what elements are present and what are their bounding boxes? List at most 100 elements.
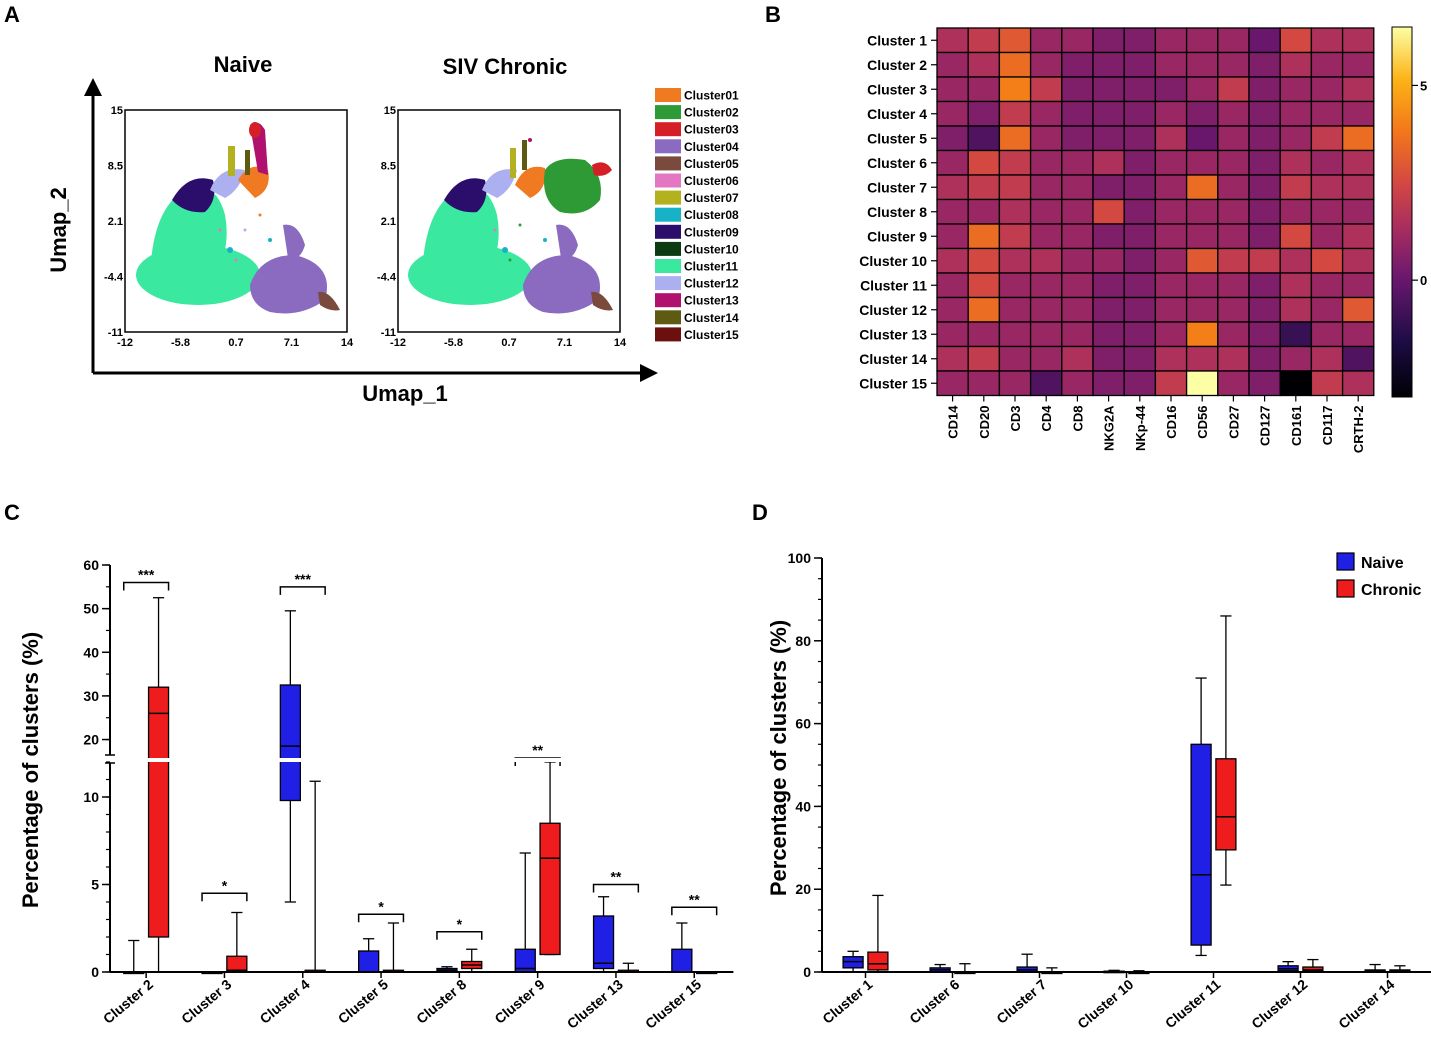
heatmap-cell <box>1154 51 1188 78</box>
significance-bracket <box>201 892 248 902</box>
umap-xtick-label: 14 <box>614 337 627 349</box>
naive-box <box>671 948 693 973</box>
legend-label-cluster03: Cluster03 <box>684 123 739 137</box>
legend-label-cluster10: Cluster10 <box>684 242 739 256</box>
heatmap-cell <box>1061 174 1094 201</box>
heatmap-cell <box>1029 272 1063 299</box>
legend-label-cluster07: Cluster07 <box>684 191 739 205</box>
umap-ytick-label: 8.5 <box>381 161 396 173</box>
panel-a-umap: Umap_1 Umap_2 Naive SIV Chronic <box>46 52 739 406</box>
umap-xtick-label: -12 <box>117 337 133 349</box>
umap-naive-plot <box>124 109 348 333</box>
heatmap-cell <box>1185 345 1219 372</box>
panel-letter-d: D <box>752 500 768 525</box>
heatmap-cell <box>1185 296 1219 323</box>
y-tick-label: 60 <box>795 716 811 732</box>
umap-legend: Cluster01 Cluster02 Cluster03 Cluster04 Clus… <box>655 88 739 342</box>
heatmap-cell <box>1217 272 1250 299</box>
heatmap-cell <box>1310 51 1344 78</box>
category-label: Cluster 10 <box>1074 976 1136 1032</box>
heatmap-cell <box>1279 296 1313 323</box>
heatmap-cell <box>1279 345 1313 372</box>
heatmap-row-label: Cluster 5 <box>867 130 927 146</box>
y-tick-label: 80 <box>795 633 811 649</box>
heatmap-cell <box>1185 51 1219 78</box>
significance-label: ** <box>532 742 543 758</box>
significance-bracket <box>123 581 170 591</box>
heatmap-cell <box>1279 223 1313 250</box>
heatmap-row-label: Cluster 14 <box>859 351 927 367</box>
legend-label-cluster12: Cluster12 <box>684 277 739 291</box>
umap-ytick-label: 15 <box>111 105 123 117</box>
heatmap-cell <box>1029 51 1063 78</box>
heatmap-cell <box>1310 296 1344 323</box>
heatmap-cell <box>998 321 1032 348</box>
heatmap-cell <box>1061 223 1094 250</box>
y-tick-label: 20 <box>83 732 99 748</box>
heatmap-cell <box>1217 100 1250 127</box>
heatmap-row-label: Cluster 9 <box>867 228 927 244</box>
heatmap-cell <box>967 174 1001 201</box>
heatmap-cell <box>936 370 969 397</box>
heatmap-cell <box>1154 174 1188 201</box>
heatmap-cell <box>1029 370 1063 397</box>
heatmap-cell <box>1279 198 1313 225</box>
heatmap-cell <box>1341 51 1375 78</box>
heatmap-row-labels: Cluster 1 Cluster 2 Cluster 3 Cluster 4 Clus… <box>859 32 937 391</box>
heatmap-cell <box>936 272 969 299</box>
legend-swatch-cluster11 <box>655 259 681 273</box>
heatmap-cell <box>1185 198 1219 225</box>
heatmap-cell <box>1279 76 1313 103</box>
heatmap-cell <box>1279 51 1313 78</box>
umap-title-chronic: SIV Chronic <box>443 54 568 79</box>
heatmap-cell <box>1092 100 1125 127</box>
heatmap-row-label: Cluster 11 <box>860 277 927 293</box>
heatmap-column-label: CRTH-2 <box>1351 406 1366 454</box>
heatmap-cell <box>1248 27 1281 54</box>
category-label: Cluster 13 <box>564 976 626 1032</box>
heatmap-column-label: CD161 <box>1289 406 1304 446</box>
heatmap-cell <box>1217 247 1250 274</box>
umap-chronic-cluster09 <box>444 178 487 213</box>
naive-box <box>1190 743 1212 946</box>
heatmap-cell <box>967 149 1001 176</box>
umap-ytick-label: 15 <box>384 105 396 117</box>
heatmap-cell <box>936 198 969 225</box>
heatmap-cell <box>1217 51 1250 78</box>
heatmap-cell <box>1217 174 1250 201</box>
heatmap-cell <box>1154 370 1188 397</box>
umap-ytick-label: -4.4 <box>377 272 397 284</box>
legend-swatch-cluster03 <box>655 122 681 137</box>
heatmap-column-label: NKp-44 <box>1133 405 1148 451</box>
colorbar-ticks: 50 <box>1412 78 1427 288</box>
heatmap-cell <box>998 76 1032 103</box>
heatmap-cell <box>1185 174 1219 201</box>
y-tick-label: 40 <box>83 644 99 660</box>
legend-swatch-cluster15 <box>655 327 681 342</box>
legend-label-cluster08: Cluster08 <box>684 208 739 222</box>
legend-label-cluster02: Cluster02 <box>684 106 739 120</box>
heatmap-cell <box>1248 370 1281 397</box>
heatmap-cell <box>1029 100 1063 127</box>
legend-label-cluster15: Cluster15 <box>684 328 739 342</box>
umap-chronic-plot <box>397 109 621 333</box>
category-label: Cluster 7 <box>993 976 1049 1027</box>
heatmap-cell <box>998 174 1032 201</box>
heatmap-cell <box>1092 272 1125 299</box>
heatmap-cell <box>1185 321 1219 348</box>
y-tick-label: 10 <box>83 789 99 805</box>
heatmap-cell <box>936 27 969 54</box>
heatmap-cell <box>1123 76 1157 103</box>
chronic-box <box>1215 758 1237 851</box>
heatmap-cell <box>1123 321 1157 348</box>
heatmap-cell <box>1123 100 1157 127</box>
heatmap-row-label: Cluster 8 <box>867 204 927 220</box>
heatmap-cell <box>1185 223 1219 250</box>
heatmap-cell <box>1185 76 1219 103</box>
heatmap-column-label: CD4 <box>1039 405 1054 432</box>
legend-swatch-cluster09 <box>655 224 681 239</box>
significance-label: *** <box>295 571 312 587</box>
heatmap-cell <box>1341 76 1375 103</box>
heatmap-cell <box>1248 272 1281 299</box>
